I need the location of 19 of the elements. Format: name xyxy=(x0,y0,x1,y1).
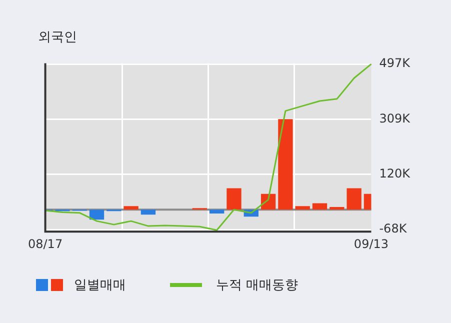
bar xyxy=(312,203,328,210)
bar xyxy=(295,206,310,210)
bar xyxy=(140,210,156,215)
chart-title: 외국인 xyxy=(38,29,77,46)
bar xyxy=(330,207,344,210)
bar xyxy=(210,210,224,214)
y-tick-label: 309K xyxy=(379,111,412,126)
y-tick-label: 497K xyxy=(379,56,412,70)
y-tick-label: -68K xyxy=(379,222,408,236)
bar xyxy=(226,188,242,210)
bar xyxy=(278,119,293,210)
y-tick-label: 120K xyxy=(379,166,412,181)
legend-label: 누적 매매동향 xyxy=(216,277,298,294)
bar xyxy=(89,210,104,220)
x-tick-label: 08/17 xyxy=(28,236,63,251)
legend-label: 일별매매 xyxy=(74,277,126,294)
bar xyxy=(124,206,138,210)
bar xyxy=(346,188,362,210)
x-tick-label: 09/13 xyxy=(354,236,389,251)
